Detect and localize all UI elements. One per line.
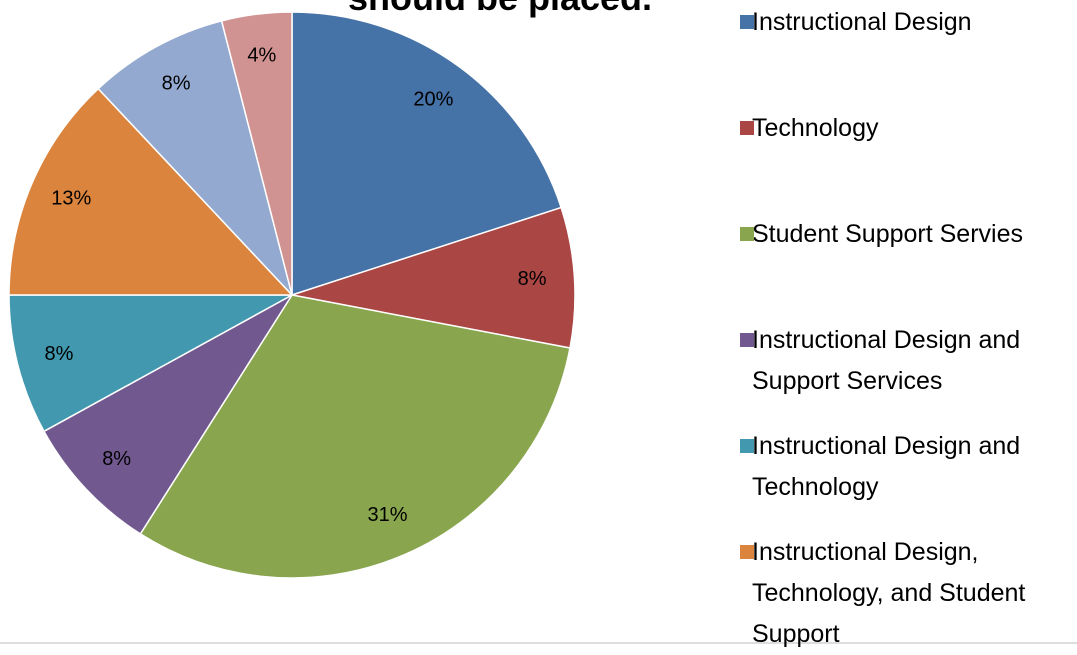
slice-label: 31% (368, 504, 408, 526)
legend-item: Instructional Design, Technology, and St… (740, 532, 1050, 655)
legend-item: Technology (740, 108, 1050, 149)
legend-swatch (740, 15, 754, 29)
legend-swatch (740, 121, 754, 135)
legend-label: Instructional Design, Technology, and St… (752, 538, 1026, 648)
legend-label: Technology (752, 114, 879, 142)
legend-swatch (740, 439, 754, 453)
pie-slice (291, 206, 576, 349)
legend-item: Instructional Design and Technology (740, 426, 1050, 508)
legend-item: Instructional Design and Support Service… (740, 320, 1050, 402)
legend-label: Instructional Design and Support Service… (752, 326, 1021, 395)
legend-label: Instructional Design (752, 8, 972, 36)
legend-swatch (740, 227, 754, 241)
legend-item: Student Support Servies (740, 214, 1050, 255)
pie-slice (291, 11, 563, 297)
legend-swatch (740, 545, 754, 559)
legend-label: Instructional Design and Technology (752, 432, 1021, 501)
legend-swatch (740, 333, 754, 347)
legend-label: Student Support Servies (752, 220, 1023, 248)
slice-label: 8% (518, 268, 547, 290)
slice-label: 13% (51, 188, 91, 210)
slice-label: 20% (413, 89, 453, 111)
pie-slice (220, 11, 293, 296)
slice-label: 4% (247, 45, 276, 67)
pie-slice (8, 294, 293, 433)
slice-label: 8% (162, 72, 191, 94)
slice-label: 8% (102, 448, 131, 470)
pie-slice (42, 294, 293, 535)
pie-slice (8, 87, 294, 296)
legend-item: Instructional Design (740, 2, 1050, 43)
chart-title: should be placed. (348, 0, 652, 18)
pie-slice (97, 19, 293, 296)
slice-label: 8% (45, 343, 74, 365)
